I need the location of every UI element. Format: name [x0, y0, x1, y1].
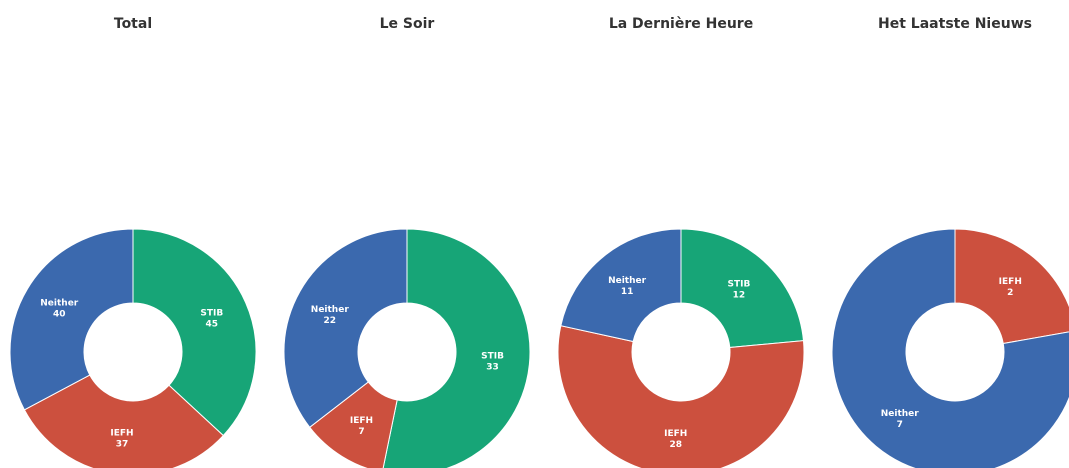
slice-label: Neither	[608, 276, 647, 286]
donut-slice	[23, 374, 224, 468]
slice-label: Neither	[311, 305, 350, 315]
chart-title: Het Laatste Nieuws	[878, 16, 1032, 32]
slice-label: STIB	[481, 352, 504, 362]
chart-title: Total	[114, 16, 152, 32]
donut-slice	[283, 228, 408, 428]
slice-value: 22	[324, 316, 337, 326]
donut-slice	[680, 228, 805, 349]
donut-slice	[954, 228, 1069, 345]
slice-label: Neither	[881, 409, 920, 419]
slice-label: Neither	[40, 299, 79, 309]
slice-value: 37	[116, 439, 129, 449]
donut-slice	[557, 325, 805, 468]
slice-value: 12	[733, 290, 746, 300]
slice-value: 11	[621, 287, 634, 297]
slice-label: IEFH	[350, 416, 373, 426]
donut-slice	[831, 228, 1069, 468]
slice-value: 7	[358, 427, 364, 437]
slice-value: 45	[206, 320, 219, 330]
donut-slice	[132, 228, 257, 437]
slice-value: 40	[53, 310, 66, 320]
chart-title: Le Soir	[380, 16, 435, 32]
donut-slice	[560, 228, 682, 343]
donut-slice	[9, 228, 134, 411]
donut-slice	[382, 228, 531, 468]
chart-title: La Dernière Heure	[609, 16, 753, 32]
slice-label: STIB	[200, 309, 223, 319]
slice-label: IEFH	[999, 277, 1022, 287]
slice-value: 7	[897, 420, 903, 430]
slice-label: IEFH	[110, 428, 133, 438]
slice-label: STIB	[728, 279, 751, 289]
slice-value: 2	[1007, 288, 1013, 298]
slice-label: IEFH	[664, 429, 687, 439]
slice-value: 33	[486, 363, 499, 373]
slice-value: 28	[669, 440, 682, 450]
